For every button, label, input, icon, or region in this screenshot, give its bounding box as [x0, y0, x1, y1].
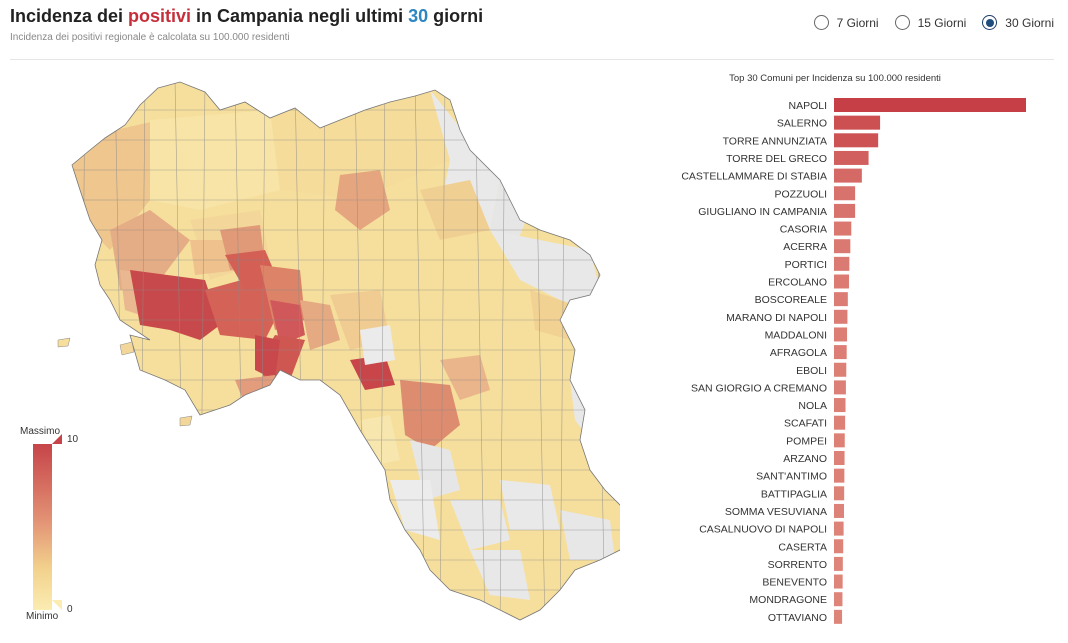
bar-label: MARANO DI NAPOLI: [726, 312, 827, 324]
bar-label: SORRENTO: [768, 559, 827, 571]
bar[interactable]: [834, 522, 844, 536]
bar-label: TORRE ANNUNZIATA: [723, 135, 827, 147]
page-subtitle: Incidenza dei positivi regionale è calco…: [10, 32, 290, 43]
bar-label: CASORIA: [780, 224, 827, 236]
bar-label: SCAFATI: [784, 418, 827, 430]
bar[interactable]: [834, 292, 848, 306]
bar[interactable]: [834, 557, 843, 571]
bar[interactable]: [834, 257, 849, 271]
title-prefix: Incidenza dei: [10, 6, 128, 26]
bar[interactable]: [834, 592, 842, 606]
bar-label: OTTAVIANO: [768, 612, 827, 624]
legend-max-value: 10: [67, 434, 78, 445]
legend-min-arrow: [52, 600, 62, 610]
bar-label: MADDALONI: [765, 329, 827, 341]
bar[interactable]: [834, 275, 849, 289]
bar[interactable]: [834, 504, 844, 518]
bar-chart-title: Top 30 Comuni per Incidenza su 100.000 r…: [700, 73, 970, 84]
bar-label: SANT'ANTIMO: [756, 471, 827, 483]
radio-circle[interactable]: [814, 15, 829, 30]
bar[interactable]: [834, 433, 845, 447]
bar[interactable]: [834, 310, 847, 324]
bar-label: SALERNO: [777, 118, 827, 130]
bar-label: CASALNUOVO DI NAPOLI: [699, 524, 827, 536]
bar[interactable]: [834, 380, 846, 394]
bar[interactable]: [834, 610, 842, 624]
bar[interactable]: [834, 133, 878, 147]
campania-choropleth-map: [30, 80, 620, 630]
bar[interactable]: [834, 204, 855, 218]
bar-label: NOLA: [798, 400, 827, 412]
bar[interactable]: [834, 363, 846, 377]
bar-label: EBOLI: [796, 365, 827, 377]
radio-30-giorni[interactable]: 30 Giorni: [982, 15, 1054, 30]
period-selector: 7 Giorni 15 Giorni 30 Giorni: [814, 15, 1054, 30]
legend-min-value: 0: [67, 604, 73, 615]
bar-label: MONDRAGONE: [749, 594, 827, 606]
title-days: 30: [408, 6, 428, 26]
bar[interactable]: [834, 98, 1026, 112]
bar-label: BATTIPAGLIA: [761, 488, 827, 500]
title-suffix: giorni: [428, 6, 483, 26]
radio-7-giorni[interactable]: 7 Giorni: [814, 15, 879, 30]
radio-label: 7 Giorni: [837, 16, 879, 30]
bar-label: NAPOLI: [788, 100, 827, 112]
bar[interactable]: [834, 151, 869, 165]
bar-label: SAN GIORGIO A CREMANO: [691, 382, 827, 394]
radio-label: 15 Giorni: [918, 16, 967, 30]
radio-circle[interactable]: [895, 15, 910, 30]
bar-label: AFRAGOLA: [770, 347, 827, 359]
bar[interactable]: [834, 575, 843, 589]
title-middle: in Campania negli ultimi: [191, 6, 408, 26]
bar[interactable]: [834, 486, 844, 500]
legend-color-scale: [33, 444, 52, 610]
bar-label: SOMMA VESUVIANA: [725, 506, 827, 518]
legend-max-arrow: [52, 434, 62, 444]
bar[interactable]: [834, 416, 845, 430]
bar[interactable]: [834, 222, 851, 236]
title-highlight: positivi: [128, 6, 191, 26]
bar[interactable]: [834, 398, 846, 412]
bar-label: TORRE DEL GRECO: [726, 153, 827, 165]
radio-circle[interactable]: [982, 15, 997, 30]
bar[interactable]: [834, 169, 862, 183]
bar-label: GIUGLIANO IN CAMPANIA: [698, 206, 827, 218]
bar[interactable]: [834, 469, 844, 483]
bar-label: CASERTA: [778, 541, 827, 553]
bar-label: ARZANO: [783, 453, 827, 465]
bar[interactable]: [834, 539, 843, 553]
page-title: Incidenza dei positivi in Campania negli…: [10, 6, 483, 27]
bar[interactable]: [834, 327, 847, 341]
bar-label: ERCOLANO: [768, 277, 827, 289]
header-divider: [10, 59, 1054, 60]
bar-label: BOSCOREALE: [755, 294, 827, 306]
bar-label: POMPEI: [786, 435, 827, 447]
bar[interactable]: [834, 186, 855, 200]
legend-min-label: Minimo: [26, 611, 58, 622]
bar-label: POZZUOLI: [774, 188, 827, 200]
bar-label: PORTICI: [785, 259, 827, 271]
radio-15-giorni[interactable]: 15 Giorni: [895, 15, 967, 30]
bar[interactable]: [834, 345, 847, 359]
bar-label: CASTELLAMMARE DI STABIA: [681, 171, 827, 183]
bar[interactable]: [834, 116, 880, 130]
radio-label: 30 Giorni: [1005, 16, 1054, 30]
bar-label: ACERRA: [783, 241, 827, 253]
bar[interactable]: [834, 239, 850, 253]
bar-chart: NAPOLI SALERNO TORRE ANNUNZIATA TORRE DEL G…: [600, 90, 1040, 630]
bar-label: BENEVENTO: [762, 577, 827, 589]
bar[interactable]: [834, 451, 845, 465]
